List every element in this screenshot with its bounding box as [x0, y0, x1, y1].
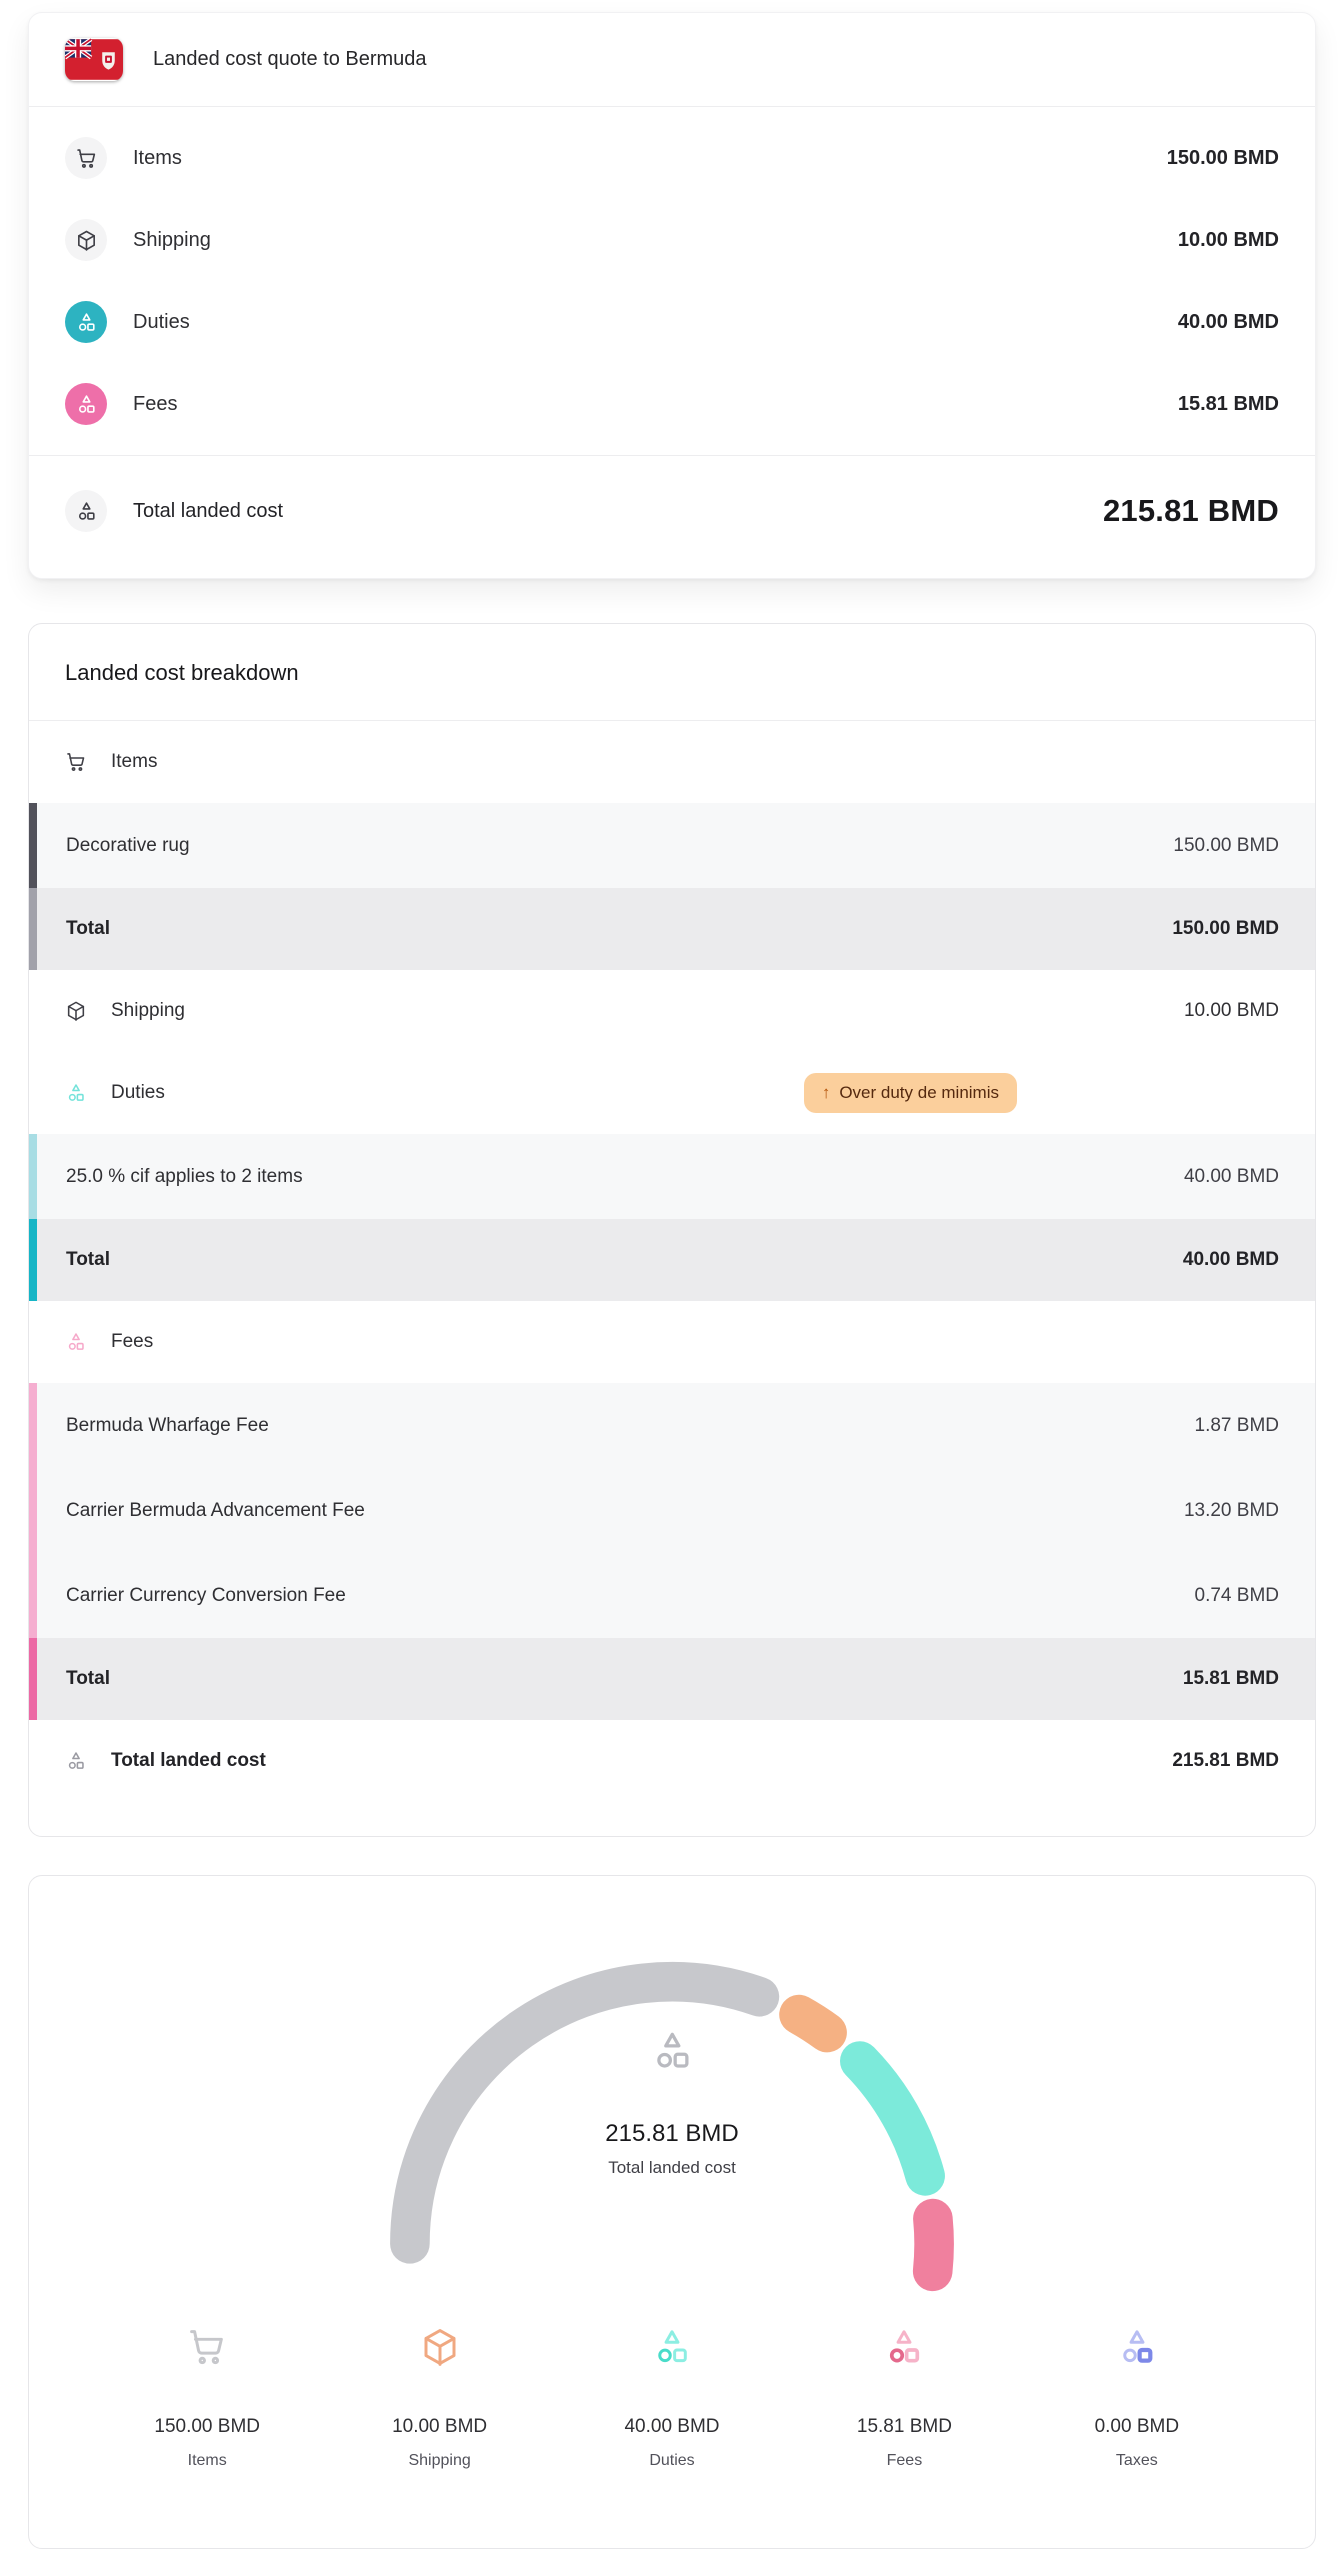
package-icon	[65, 1000, 87, 1022]
summary-row-amount: 10.00 BMD	[1177, 228, 1279, 251]
fees-detail-group: Bermuda Wharfage Fee 1.87 BMD Carrier Be…	[29, 1383, 1315, 1638]
summary-row-duties: Duties 40.00 BMD	[65, 281, 1279, 363]
breakdown-grand-total-row: Total landed cost 215.81 BMD	[29, 1720, 1315, 1836]
section-header-duties: Duties ↑ Over duty de minimis	[29, 1052, 1315, 1134]
gauge-segment-items	[390, 1961, 780, 2264]
section-header-fees: Fees	[29, 1301, 1315, 1383]
summary-row-amount: 40.00 BMD	[1177, 310, 1279, 333]
shapes-icon	[890, 2330, 920, 2363]
cart-icon	[186, 2326, 228, 2368]
section-header-items: Items	[29, 721, 1315, 803]
summary-row-label: Fees	[133, 392, 178, 415]
gauge-total-label: Total landed cost	[608, 2158, 736, 2177]
summary-row-fees: Fees 15.81 BMD	[65, 363, 1279, 445]
breakdown-title: Landed cost breakdown	[29, 624, 1315, 721]
gauge-center: 215.81 BMD Total landed cost	[605, 2028, 739, 2178]
legend-item-duties: 40.00 BMD Duties	[556, 2326, 788, 2470]
shapes-icon	[649, 2028, 695, 2074]
table-row: 25.0 % cif applies to 2 items 40.00 BMD	[66, 1165, 1279, 1187]
shapes-icon	[658, 2330, 687, 2363]
quote-total-row: Total landed cost 215.81 BMD	[29, 455, 1315, 578]
bermuda-flag-icon	[65, 38, 123, 81]
total-landed-cost-label: Total landed cost	[133, 499, 284, 522]
legend-item-fees: 15.81 BMD Fees	[788, 2326, 1020, 2470]
legend-item-taxes: 0.00 BMD Taxes	[1021, 2326, 1253, 2470]
shapes-icon	[65, 1082, 87, 1104]
summary-row-label: Duties	[133, 310, 190, 333]
section-header-shipping: Shipping 10.00 BMD	[29, 970, 1315, 1052]
package-icon	[419, 2326, 461, 2368]
breakdown-card: Landed cost breakdown Items Decorative r…	[28, 623, 1316, 1837]
cart-icon	[65, 751, 87, 773]
gauge-chart	[390, 1961, 954, 2292]
table-row: Decorative rug 150.00 BMD	[66, 834, 1279, 856]
quote-header: Landed cost quote to Bermuda	[29, 13, 1315, 107]
gauge-segment-fees	[912, 2198, 954, 2292]
summary-row-amount: 15.81 BMD	[1177, 392, 1279, 415]
summary-row-label: Shipping	[133, 228, 211, 251]
badge-label: Over duty de minimis	[839, 1083, 999, 1102]
summary-row-shipping: Shipping 10.00 BMD	[65, 199, 1279, 281]
cart-icon	[65, 137, 107, 179]
items-total-row: Total 150.00 BMD	[29, 888, 1315, 970]
arrow-up-icon: ↑	[821, 1083, 831, 1102]
gauge-segment-shipping	[779, 1994, 847, 2053]
table-row: Carrier Bermuda Advancement Fee 13.20 BM…	[66, 1499, 1279, 1521]
shapes-icon	[65, 1750, 87, 1772]
summary-row-items: Items 150.00 BMD	[65, 117, 1279, 199]
quote-rows: Items 150.00 BMD Shipping 10.00 BMD Duti…	[29, 107, 1315, 455]
total-landed-cost-amount: 215.81 BMD	[1102, 493, 1279, 528]
legend-item-shipping: 10.00 BMD Shipping	[323, 2326, 555, 2470]
quote-summary-card: Landed cost quote to Bermuda Items 150.0…	[28, 12, 1316, 579]
shapes-icon	[65, 490, 107, 532]
gauge-legend: 150.00 BMD Items 10.00 BMD Shipping 40.0…	[29, 2326, 1315, 2470]
landed-cost-gauge: 215.81 BMD Total landed cost	[342, 1912, 1002, 2300]
items-detail-group: Decorative rug 150.00 BMD	[29, 803, 1315, 888]
shapes-icon	[65, 1331, 87, 1353]
shapes-icon	[1123, 2330, 1153, 2364]
shapes-icon	[65, 301, 107, 343]
table-row: Bermuda Wharfage Fee 1.87 BMD	[66, 1414, 1279, 1436]
gauge-segment-duties	[840, 2041, 945, 2196]
duties-detail-group: 25.0 % cif applies to 2 items 40.00 BMD	[29, 1134, 1315, 1219]
package-icon	[65, 219, 107, 261]
summary-row-label: Items	[133, 146, 182, 169]
gauge-total-value: 215.81 BMD	[605, 2120, 739, 2147]
gauge-card: 215.81 BMD Total landed cost 150.00 BMD …	[28, 1875, 1316, 2550]
fees-total-row: Total 15.81 BMD	[29, 1638, 1315, 1720]
duties-total-row: Total 40.00 BMD	[29, 1219, 1315, 1301]
shapes-icon	[65, 383, 107, 425]
legend-item-items: 150.00 BMD Items	[91, 2326, 323, 2470]
table-row: Carrier Currency Conversion Fee 0.74 BMD	[66, 1584, 1279, 1606]
over-duty-de-minimis-badge: ↑ Over duty de minimis	[803, 1073, 1017, 1113]
summary-row-amount: 150.00 BMD	[1166, 146, 1279, 169]
page-title: Landed cost quote to Bermuda	[153, 48, 427, 70]
